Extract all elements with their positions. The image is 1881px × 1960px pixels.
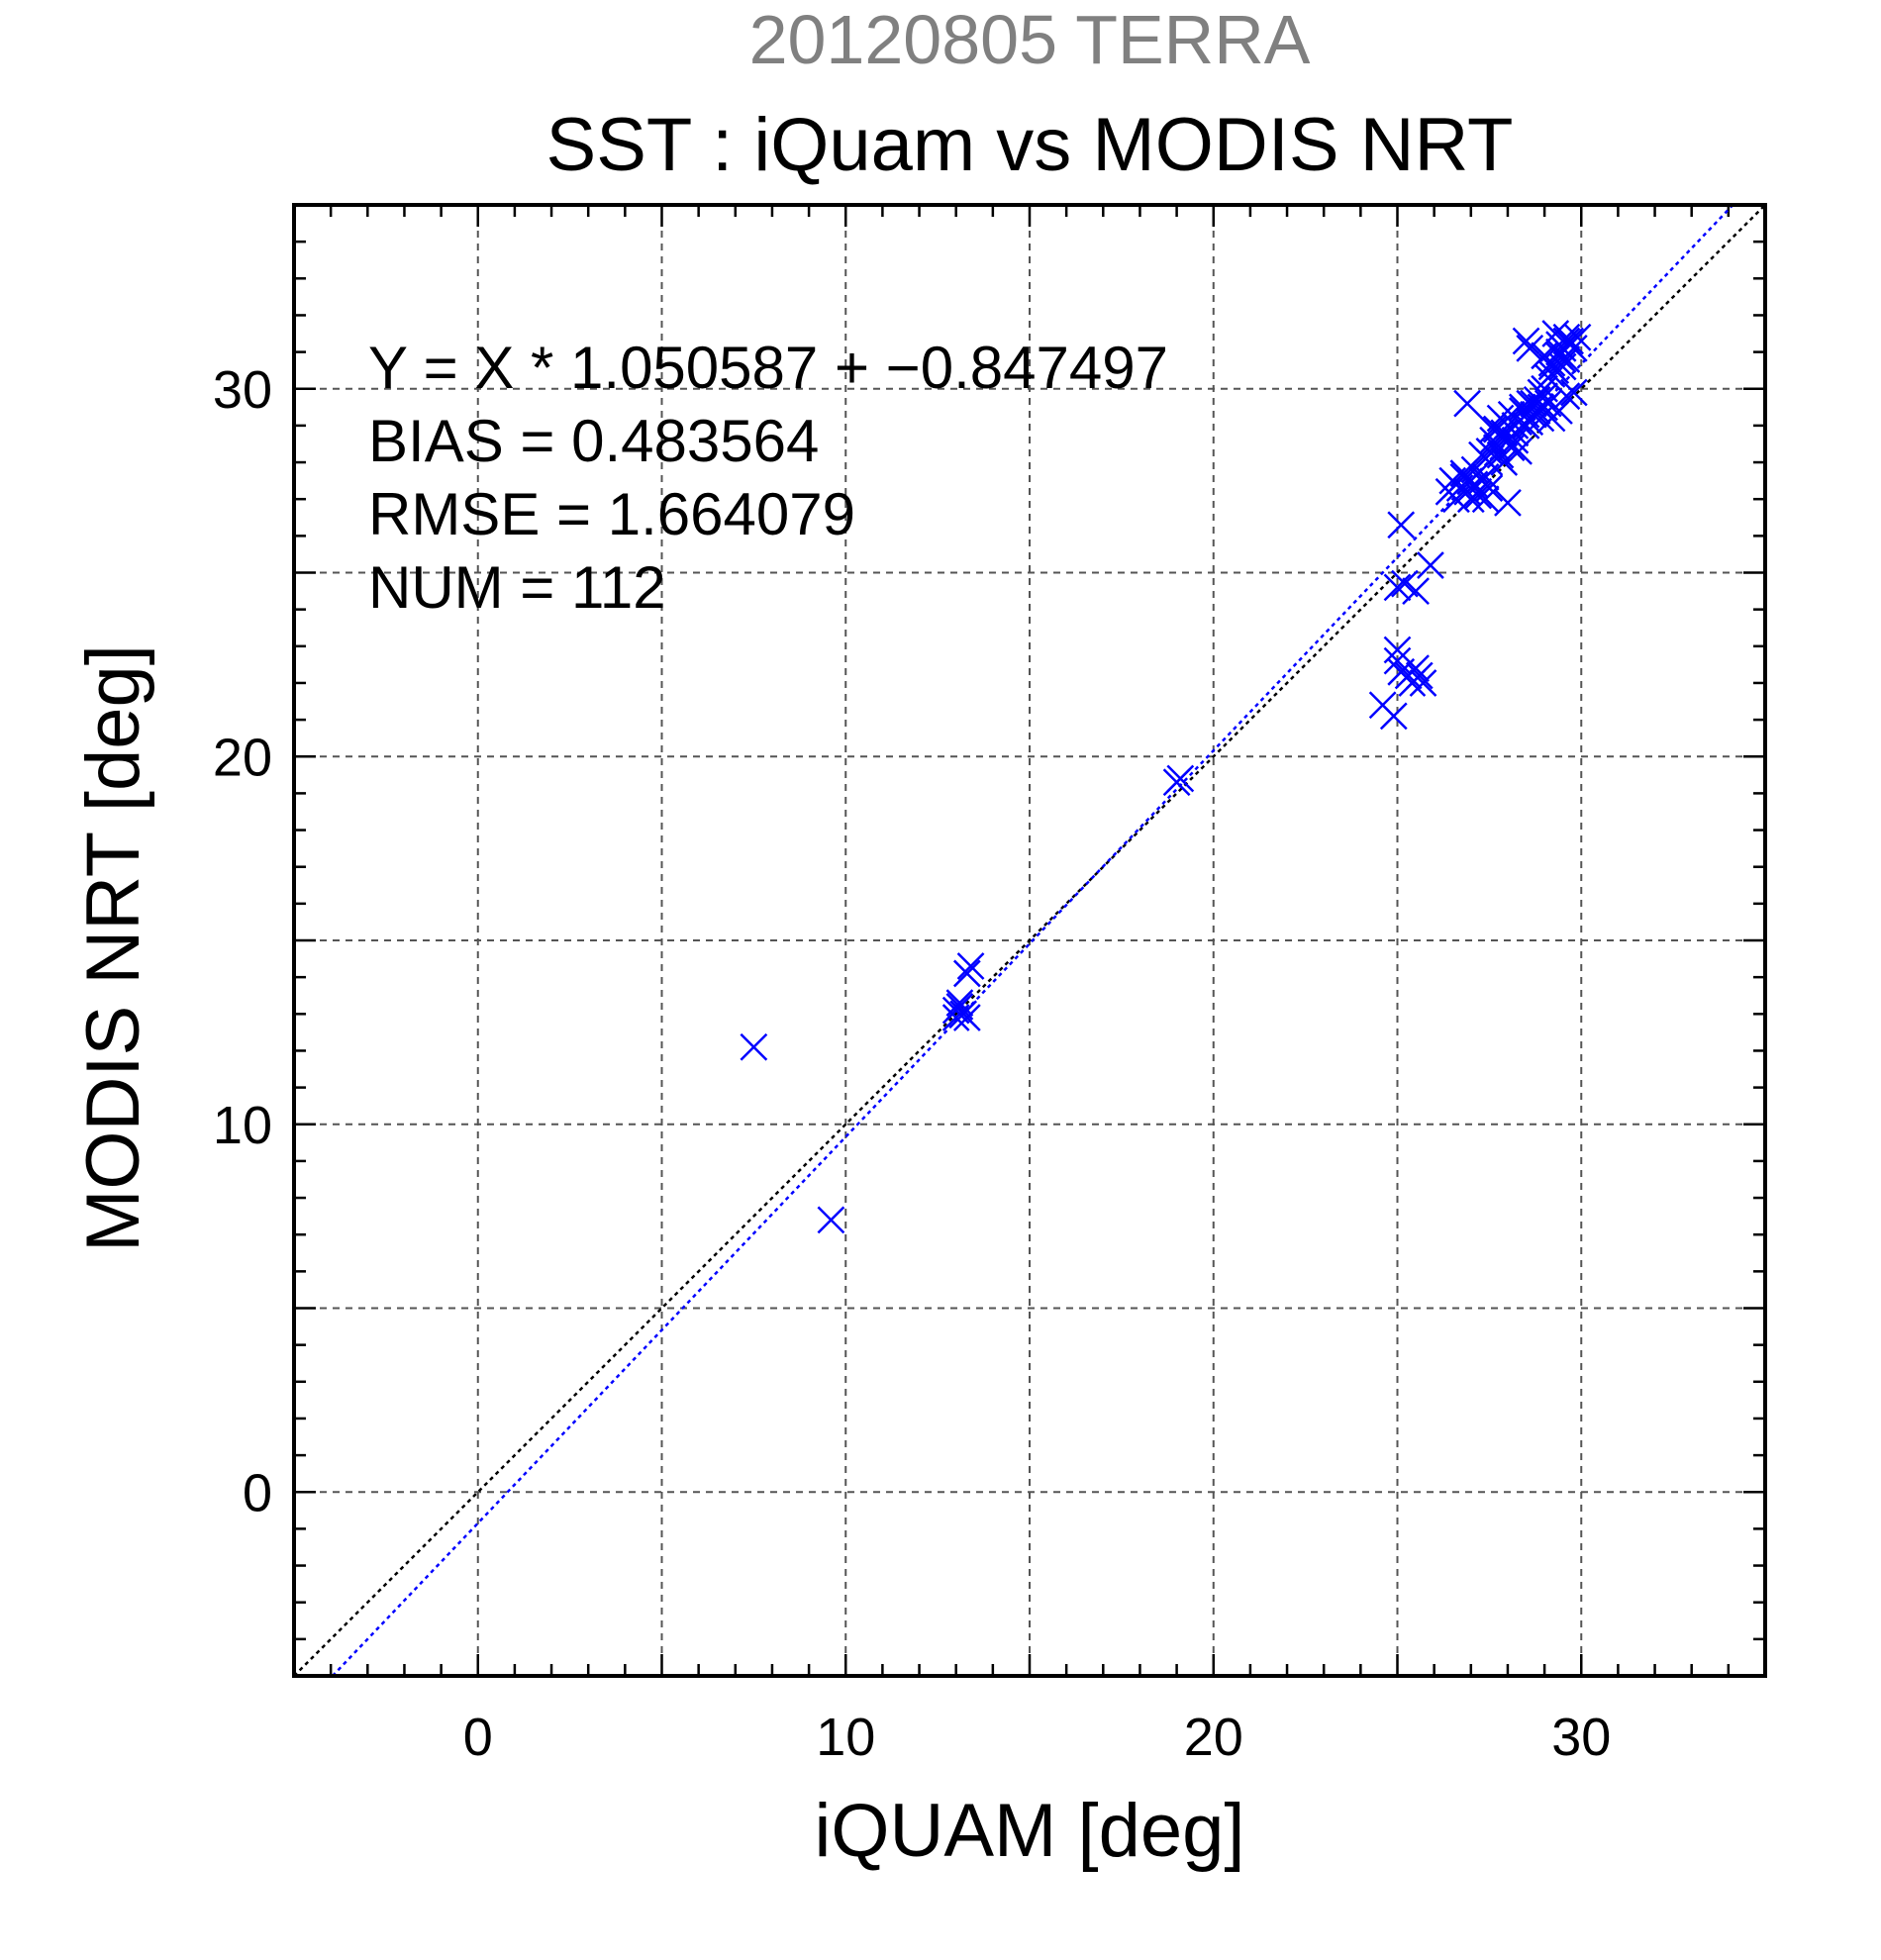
stats-fit-equation: Y = X * 1.050587 + −0.847497 [368,335,1168,401]
identity-line [293,204,1766,1677]
data-point [1527,393,1555,422]
x-axis-label: iQUAM [deg] [814,1789,1244,1873]
data-point [1552,323,1581,351]
data-point [1552,382,1581,411]
stats-num: NUM = 112 [368,554,666,621]
data-point [1402,654,1430,682]
data-point [1405,661,1434,690]
y-tick-label: 30 [213,360,272,420]
data-point [1512,327,1540,355]
stats-block: Y = X * 1.050587 + −0.847497 BIAS = 0.48… [368,335,1168,621]
data-point [817,1206,845,1234]
data-point [740,1032,768,1061]
reference-lines [293,204,1766,1677]
data-point [1464,477,1493,506]
data-point [1417,551,1444,579]
data-point [1482,415,1511,443]
data-point [1559,378,1588,407]
data-point [1453,389,1481,418]
data-point [1516,335,1544,362]
data-point [945,992,974,1021]
data-point [1460,455,1489,484]
chart-suptitle: 20120805 TERRA [749,1,1311,78]
data-point [1541,320,1570,347]
x-tick-label: 20 [1184,1708,1243,1767]
data-point [1387,511,1416,539]
data-point [1391,569,1419,598]
fit-line [332,204,1734,1677]
data-point [1501,426,1530,454]
y-tick-label: 0 [243,1463,272,1522]
data-point [952,959,981,988]
plot-frame [292,203,1767,1678]
chart-title: SST : iQuam vs MODIS NRT [546,103,1514,187]
data-point [1490,448,1519,476]
x-tick-label: 0 [463,1708,493,1767]
stats-rmse: RMSE = 1.664079 [368,481,855,547]
grid-lines [294,205,1765,1676]
y-axis-label: MODIS NRT [deg] [71,644,155,1252]
x-tick-label: 10 [816,1708,875,1767]
data-point [1162,768,1191,797]
y-tick-label: 10 [213,1096,272,1155]
data-point [1379,702,1408,731]
x-tick-label: 30 [1551,1708,1611,1767]
data-points [740,320,1592,1234]
data-point [1383,646,1412,675]
y-tick-label: 20 [213,728,272,787]
data-point [1505,438,1533,465]
data-point [956,952,985,980]
data-point [941,1004,970,1031]
data-point [1475,474,1504,502]
data-point [1409,669,1437,697]
data-point [1383,573,1412,602]
data-point [1494,489,1522,517]
data-point [1531,342,1558,370]
data-point [1475,448,1504,476]
data-point [1537,360,1566,388]
tick-labels: 0 10 20 30 0 10 20 30 [213,360,1611,1767]
data-point [1563,323,1592,351]
stats-bias: BIAS = 0.483564 [368,408,819,474]
